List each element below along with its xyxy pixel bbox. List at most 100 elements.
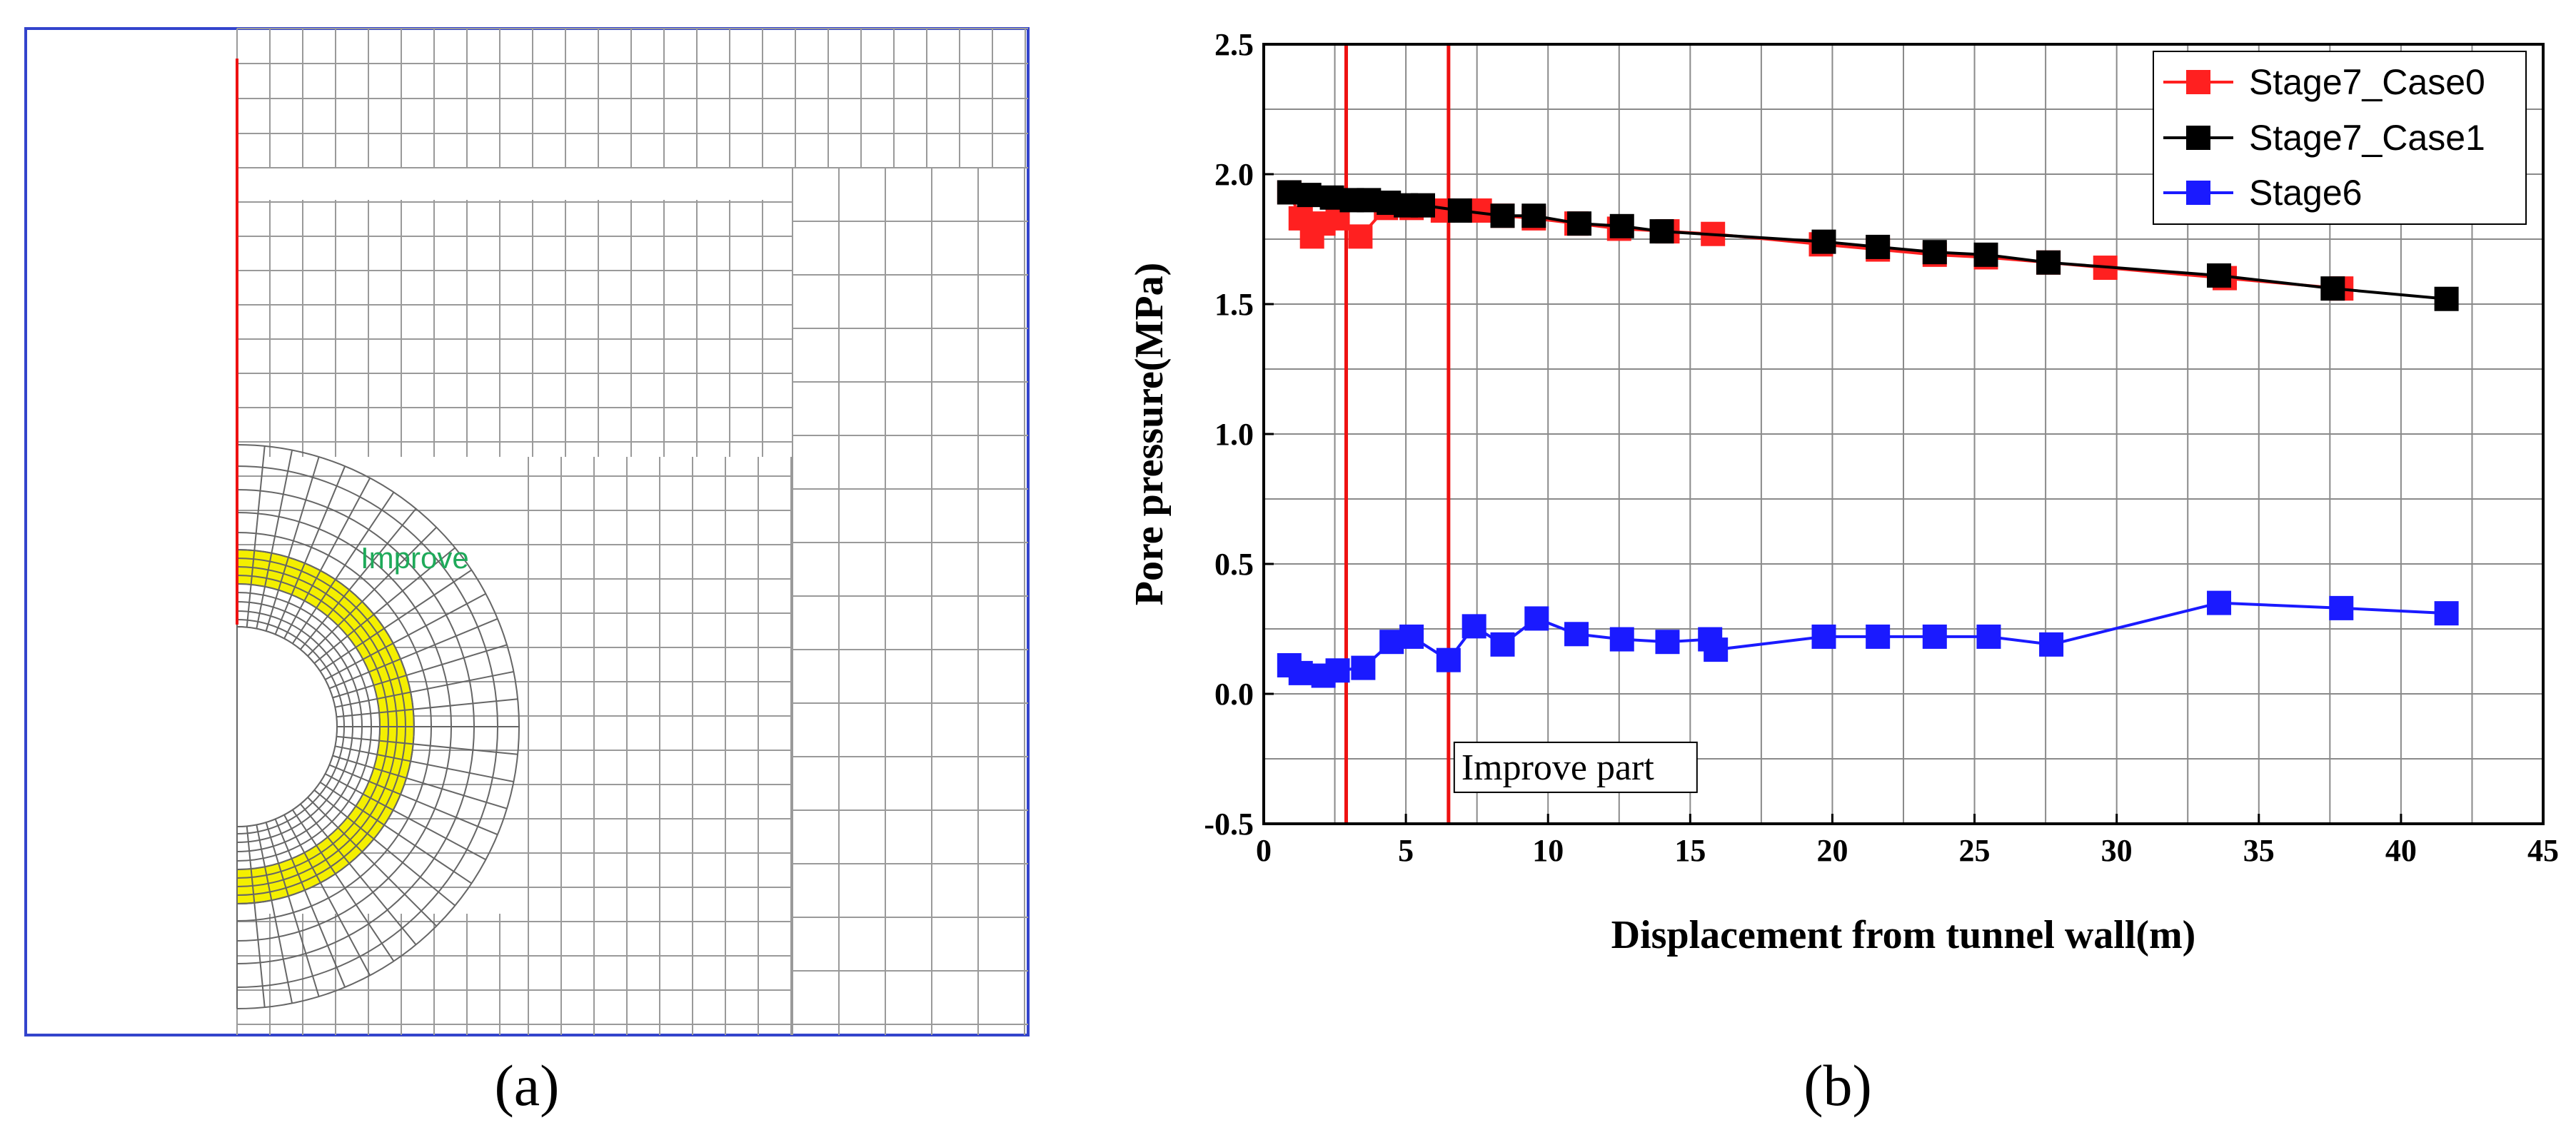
data-point	[2434, 286, 2459, 311]
data-point	[2207, 263, 2232, 288]
mesh-spoke	[246, 826, 266, 1008]
mesh-spoke	[256, 824, 293, 1004]
series-layer	[1277, 180, 2459, 688]
caption-b: (b)	[1803, 1053, 1872, 1118]
x-tick-label: 5	[1398, 833, 1414, 868]
data-point	[1649, 219, 1674, 244]
mesh-spoke	[265, 822, 320, 997]
x-tick-label: 25	[1959, 833, 1991, 868]
data-point	[1436, 647, 1461, 672]
data-point	[1567, 211, 1592, 236]
caption-a: (a)	[494, 1053, 559, 1118]
data-point	[2039, 632, 2064, 657]
legend-label: Stage7_Case1	[2249, 118, 2485, 158]
improve-part-annotation: Improve part	[1453, 741, 1698, 793]
series-stage6	[1277, 590, 2459, 688]
mesh-spoke	[335, 670, 514, 708]
data-point	[1976, 624, 2001, 649]
data-point	[1399, 624, 1424, 649]
legend-label: Stage6	[2249, 173, 2362, 213]
data-point	[1447, 198, 1472, 223]
x-axis-label: Displacement from tunnel wall(m)	[1611, 913, 2196, 957]
data-point	[1973, 242, 1998, 267]
mesh-spoke	[256, 450, 293, 629]
series-stage7-case1	[1277, 180, 2459, 311]
mesh-outer-grid	[236, 28, 1028, 1035]
data-point	[1811, 624, 1836, 649]
y-tick-label: -0.5	[1204, 807, 1254, 842]
data-point	[1348, 224, 1373, 249]
mesh-spoke	[300, 803, 417, 945]
data-point	[2329, 595, 2354, 620]
legend-marker	[2186, 126, 2210, 150]
y-tick-label: 0.0	[1214, 677, 1254, 712]
mesh-spoke	[335, 745, 514, 783]
x-tick-label: 10	[1532, 833, 1564, 868]
mesh-spoke	[336, 698, 518, 718]
x-tick-label: 0	[1256, 833, 1272, 868]
legend-item-stage6: Stage6	[2163, 173, 2362, 213]
data-point	[2207, 590, 2232, 615]
x-tick-label: 40	[2385, 833, 2417, 868]
data-point	[1609, 213, 1634, 238]
data-point	[1704, 637, 1729, 662]
ticks-layer	[1262, 43, 2545, 825]
data-point	[1922, 240, 1947, 265]
panel-b-chart: 0 5 10 15 20 25 30 35 40 45 -0.5 0.0 0.5…	[1127, 27, 2559, 957]
data-point	[1461, 614, 1486, 639]
annotation-text: Improve part	[1461, 747, 1655, 788]
mesh-spoke	[283, 478, 371, 640]
mesh-spoke	[313, 547, 456, 664]
mesh-spoke	[336, 735, 518, 755]
legend-label: Stage7_Case0	[2249, 62, 2485, 102]
x-tick-label: 15	[1674, 833, 1706, 868]
mesh-spoke	[319, 781, 472, 884]
data-point	[1524, 606, 1549, 631]
x-tick-labels: 0 5 10 15 20 25 30 35 40 45	[1256, 833, 2559, 868]
data-point	[1490, 203, 1515, 228]
mesh-spoke	[324, 773, 486, 861]
data-point	[1922, 624, 1947, 649]
mesh-radial-grid	[236, 444, 520, 1009]
mesh-spoke	[291, 809, 395, 962]
mesh-spoke	[300, 508, 417, 650]
mesh-spoke	[328, 764, 498, 836]
legend-item-stage7-case0: Stage7_Case0	[2163, 62, 2485, 102]
legend-marker	[2186, 181, 2210, 205]
mesh-spoke	[283, 814, 371, 976]
data-point	[2320, 276, 2345, 301]
legend-item-stage7-case1: Stage7_Case1	[2163, 118, 2485, 158]
legend-marker	[2186, 70, 2210, 94]
mesh-spoke	[291, 492, 395, 645]
mesh-spoke	[246, 445, 266, 627]
y-tick-label: 1.5	[1214, 287, 1254, 322]
panel-a-mesh: Improve	[24, 27, 1030, 1036]
y-tick-label: 2.0	[1214, 157, 1254, 192]
model-boundary	[24, 27, 1030, 1036]
mesh-spoke	[307, 797, 438, 927]
mesh-spoke	[307, 526, 438, 657]
y-axis-label: Pore pressure(MPa)	[1127, 263, 1172, 606]
data-point	[1866, 624, 1891, 649]
data-point	[2036, 250, 2061, 275]
y-tick-label: 1.0	[1214, 417, 1254, 452]
mesh-spoke	[328, 617, 498, 690]
data-point	[2434, 601, 2459, 626]
data-point	[1297, 183, 1322, 208]
data-point	[1521, 203, 1546, 228]
x-tick-label: 35	[2243, 833, 2275, 868]
mesh-spoke	[319, 569, 472, 672]
improve-region-label: Improve	[361, 541, 469, 575]
data-point	[1490, 632, 1515, 657]
data-point	[1655, 630, 1680, 655]
annotation-box	[1453, 741, 1698, 793]
legend: Stage7_Case0 Stage7_Case1 Stage6	[2153, 51, 2527, 225]
data-point	[1866, 234, 1891, 259]
y-tick-labels: -0.5 0.0 0.5 1.0 1.5 2.0 2.5	[1204, 27, 1254, 842]
mesh-spoke	[313, 790, 456, 907]
data-point	[1288, 660, 1313, 685]
improve-boundary-lines	[1344, 44, 1451, 824]
x-tick-label: 20	[1816, 833, 1848, 868]
mesh-spoke	[265, 456, 320, 632]
